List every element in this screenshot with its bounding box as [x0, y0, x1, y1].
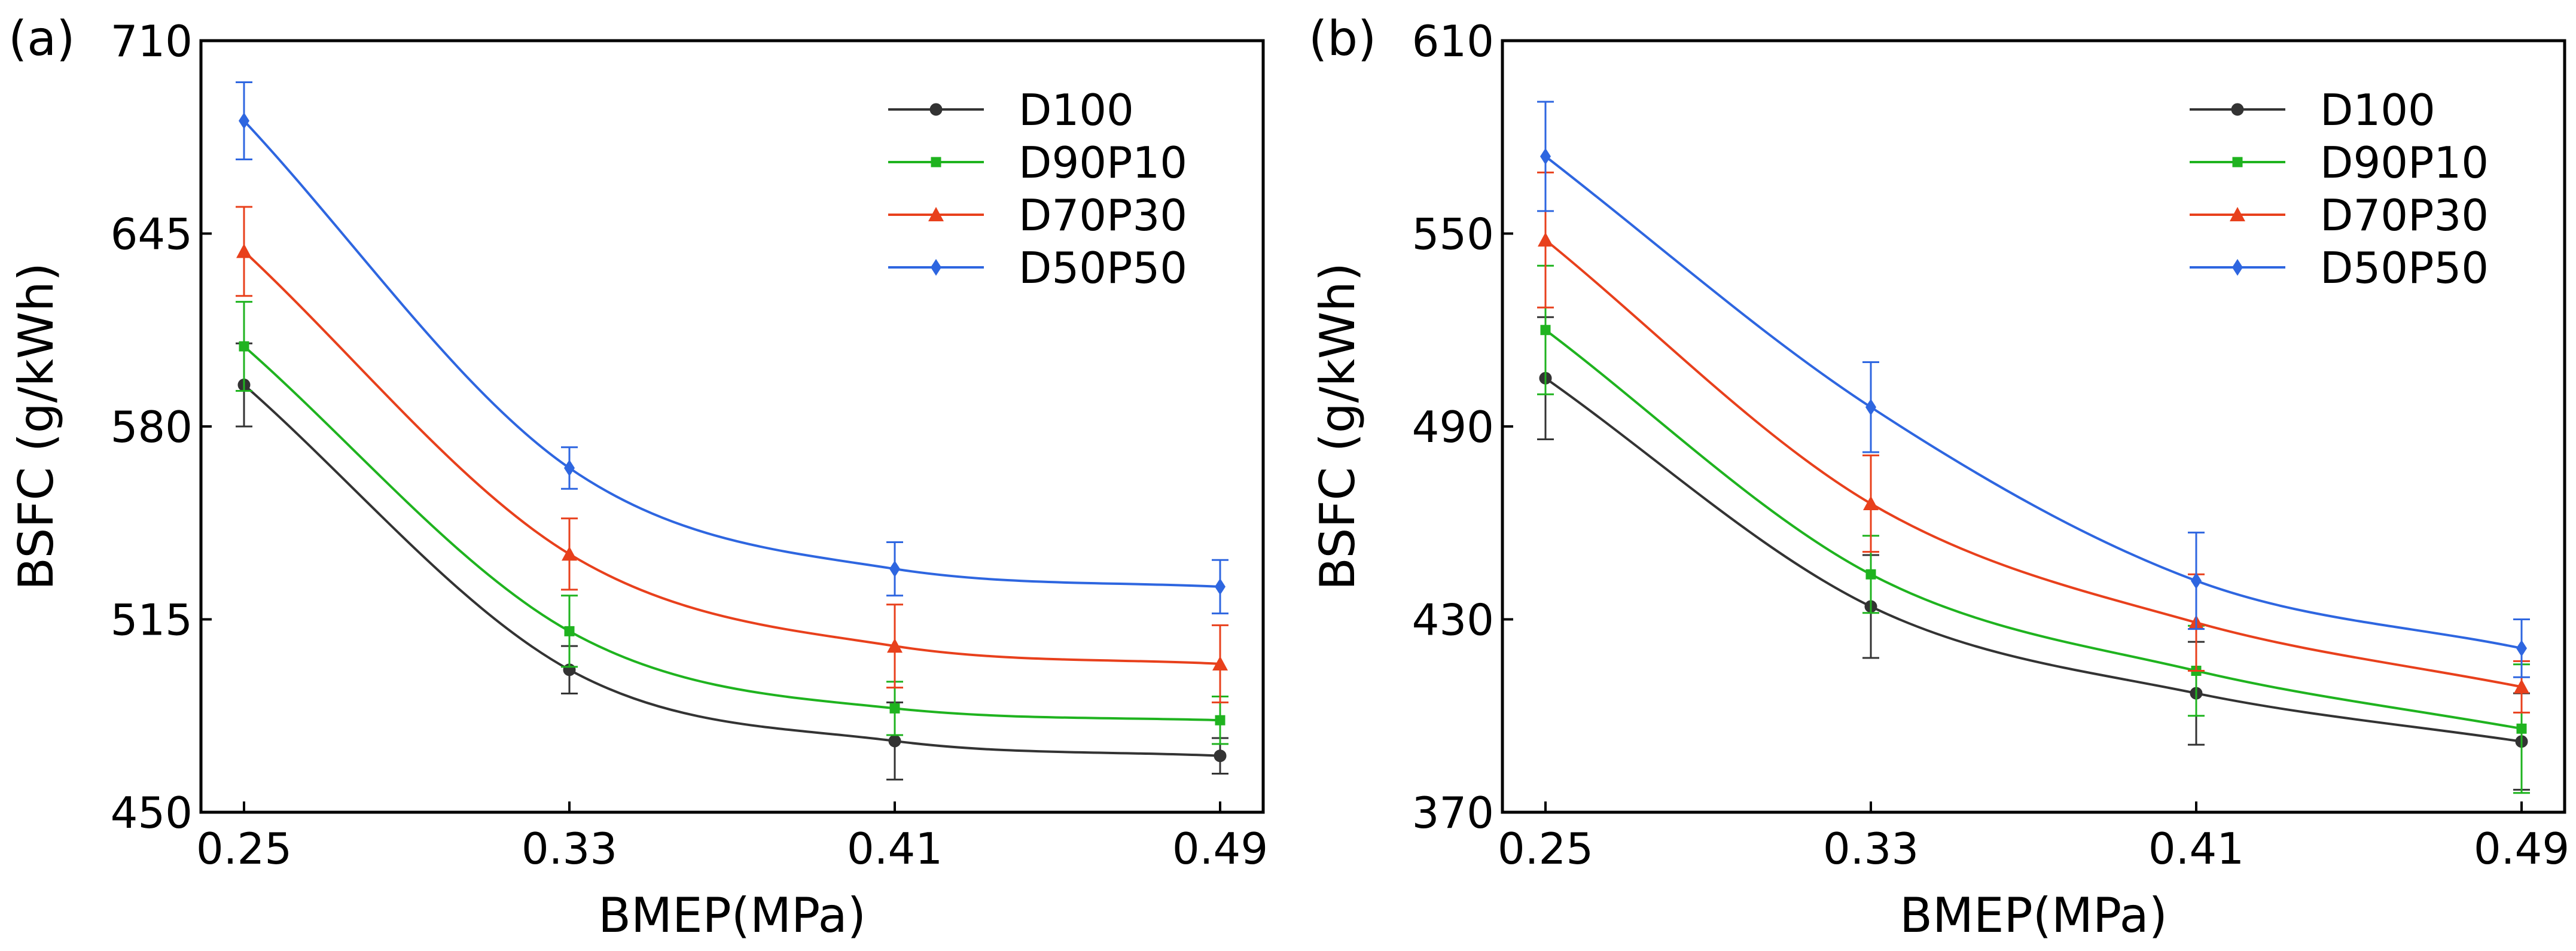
series-d90p10-b: [1537, 264, 2530, 794]
data-point: [1865, 569, 1876, 580]
data-point: [1863, 496, 1879, 511]
data-point: [1865, 398, 1876, 416]
data-point: [236, 243, 252, 258]
panel-a: 0.25 0.33 0.41 0.49 450 515 580 645 710 BMEP(MPa)…: [8, 11, 1268, 943]
data-point: [1215, 715, 1225, 726]
legend-marker: [2230, 207, 2245, 222]
data-point: [562, 546, 577, 561]
series-line: [243, 250, 1221, 665]
data-point: [888, 734, 901, 748]
series-line: [1544, 377, 2522, 743]
series-d100-a: [236, 342, 1228, 781]
x-tick-label-a: 0.41: [847, 824, 943, 874]
y-tick-label-b: 370: [1412, 788, 1494, 838]
panel-b: 0.25 0.33 0.41 0.49 370 430 490 550 610 BMEP(MPa)…: [1309, 11, 2569, 943]
y-tick-label-a: 645: [111, 209, 193, 260]
legend-marker: [928, 207, 944, 222]
y-tick-label-b: 430: [1412, 595, 1494, 645]
legend-label: D70P30: [1019, 190, 1187, 240]
data-point: [2516, 639, 2527, 657]
data-point: [239, 112, 249, 129]
series-line: [243, 120, 1221, 588]
data-point: [1215, 578, 1225, 595]
data-point: [1540, 325, 1551, 336]
series-line: [1544, 239, 2522, 688]
y-tick-label-a: 710: [111, 16, 193, 66]
data-point: [1214, 749, 1227, 763]
legend-marker: [931, 157, 941, 167]
x-tick-label-b: 0.25: [1498, 824, 1593, 874]
data-point: [2191, 572, 2202, 589]
panel-tag-a: (a): [8, 11, 75, 66]
legend-label: D100: [1019, 85, 1134, 135]
legend-label: D90P10: [2320, 138, 2489, 188]
data-point: [1212, 656, 1228, 670]
data-point: [889, 703, 900, 714]
data-point: [2516, 723, 2527, 734]
data-point: [1538, 232, 1553, 247]
y-tick-label-a: 580: [111, 402, 193, 452]
series-line: [1544, 329, 2522, 730]
legend-marker: [2232, 157, 2243, 167]
data-point: [564, 626, 575, 636]
series-line: [243, 345, 1221, 722]
legend-marker: [2231, 103, 2244, 116]
legend-label: D90P10: [1019, 138, 1187, 188]
legend-marker: [2232, 259, 2243, 276]
x-tick-label-a: 0.49: [1172, 824, 1268, 874]
x-tick-label-b: 0.41: [2148, 824, 2244, 874]
x-tick-label-b: 0.49: [2474, 824, 2569, 874]
x-tick-label-b: 0.33: [1823, 824, 1919, 874]
legend-label: D100: [2320, 85, 2435, 135]
data-point: [1540, 148, 1551, 165]
series-d70p30-a: [236, 206, 1228, 703]
series-d90p10-a: [236, 301, 1228, 745]
panel-tag-b: (b): [1309, 11, 1376, 66]
legend-marker: [929, 103, 943, 116]
data-point: [564, 459, 575, 477]
series-line: [1544, 155, 2522, 650]
y-tick-label-b: 610: [1412, 16, 1494, 66]
legend-label: D50P50: [2320, 243, 2489, 293]
series-d100-b: [1537, 316, 2530, 791]
legend-label: D70P30: [2320, 190, 2489, 240]
legend-label: D50P50: [1019, 243, 1187, 293]
y-axis-title-b: BSFC (g/kWh): [1310, 263, 1365, 590]
legend-marker: [931, 259, 941, 276]
y-tick-label-a: 450: [111, 788, 193, 838]
x-tick-label-a: 0.33: [522, 824, 617, 874]
series-line: [243, 384, 1221, 757]
y-tick-label-b: 550: [1412, 209, 1494, 260]
y-tick-label-a: 515: [111, 595, 193, 645]
series-d50p50-a: [236, 81, 1228, 615]
data-point: [889, 560, 900, 578]
x-tick-label-a: 0.25: [196, 824, 292, 874]
data-point: [2514, 679, 2529, 694]
data-point: [887, 638, 903, 653]
y-tick-label-b: 490: [1412, 402, 1494, 452]
series-d50p50-b: [1537, 100, 2530, 678]
x-axis-title-b: BMEP(MPa): [1900, 888, 2168, 943]
data-point: [239, 341, 249, 352]
y-axis-title-a: BSFC (g/kWh): [8, 263, 64, 590]
x-axis-title-a: BMEP(MPa): [598, 888, 866, 943]
